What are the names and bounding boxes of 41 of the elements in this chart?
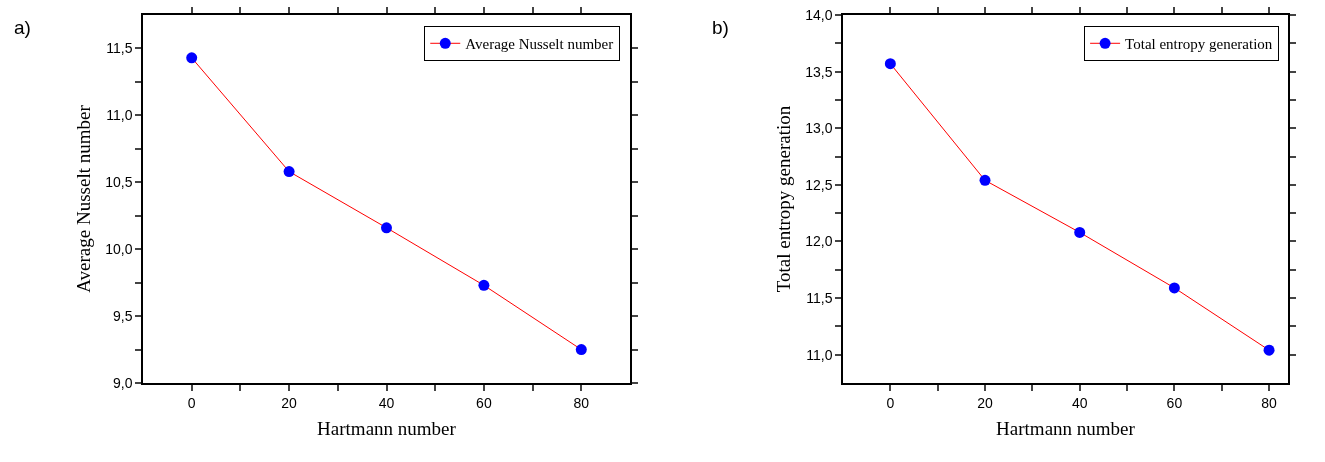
y-axis-title: Total entropy generation [772,105,794,293]
y-tick-label: 9,0 [112,374,133,391]
point [575,344,587,356]
point [1263,344,1275,356]
x-tick-label: 0 [187,394,196,411]
x-tick-label: 20 [977,394,994,411]
x-axis-title: Hartmann number [996,417,1136,439]
point [1168,282,1180,294]
text: a) [14,17,31,38]
y-tick-label: 14,0 [805,6,833,23]
y-tick-label: 12,5 [805,176,833,193]
text: b) [712,17,729,38]
point [283,166,295,178]
y-tick-label: 11,0 [106,107,133,124]
x-axis-title: Hartmann number [317,417,457,439]
y-axis-title: Average Nusselt number [72,104,94,293]
point [979,174,991,186]
x-tick-label: 60 [1166,394,1183,411]
x-tick-label: 40 [378,394,395,411]
x-tick-label: 80 [1261,394,1278,411]
legend-label: Average Nusselt number [465,36,614,53]
point [186,52,198,64]
legend-label: Total entropy generation [1125,36,1273,53]
y-tick-label: 13,0 [805,120,833,137]
x-tick-label: 0 [886,394,895,411]
point [884,58,896,70]
y-tick-label: 12,0 [805,233,833,250]
y-tick-label: 9,5 [112,307,133,324]
x-tick-label: 40 [1071,394,1088,411]
y-tick-label: 10,5 [105,174,133,191]
y-tick-label: 13,5 [805,63,833,80]
y-tick-label: 10,0 [105,241,133,258]
x-tick-label: 20 [281,394,298,411]
x-tick-label: 80 [573,394,590,411]
point [381,222,392,234]
y-tick-label: 11,5 [106,40,133,57]
y-tick-label: 11,0 [806,346,833,363]
y-tick-label: 11,5 [806,289,833,306]
point [478,279,490,291]
x-tick-label: 60 [476,394,492,411]
point [1074,226,1086,238]
